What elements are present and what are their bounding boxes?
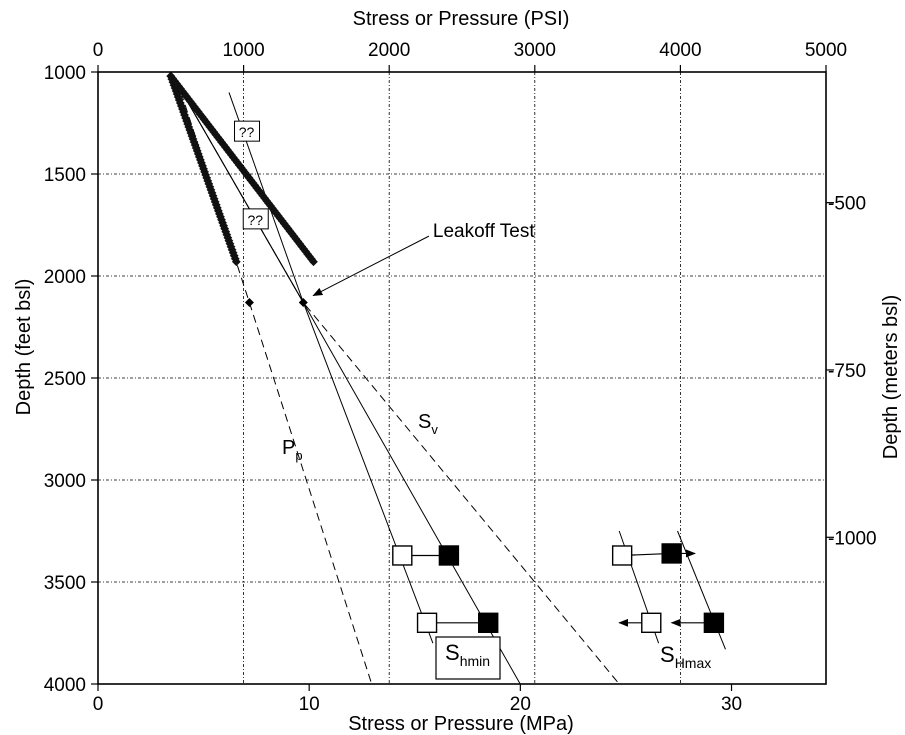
- filled-square-marker: [703, 612, 725, 633]
- trend-point: [207, 125, 217, 134]
- top-tick-label: 1000: [222, 40, 264, 61]
- filled-square-marker: [438, 545, 460, 566]
- bottom-tick-label: 0: [93, 694, 104, 715]
- trend-curve: [166, 71, 241, 267]
- measured-trend-curves: [166, 71, 318, 267]
- trend-point: [309, 257, 318, 267]
- shmax-label: SHmax: [660, 642, 711, 671]
- pore-pressure-point: [244, 298, 254, 308]
- trend-point: [183, 94, 193, 104]
- trend-point: [219, 140, 228, 150]
- trend-point: [228, 153, 238, 162]
- axis-ticks: 0 1000 2000 3000 4000 50001000150020002500300…: [44, 40, 877, 715]
- trend-point: [287, 229, 297, 239]
- right-tick-label: -750: [828, 361, 866, 382]
- trend-point: [201, 117, 211, 127]
- filled-square-marker: [661, 543, 682, 564]
- top-tick-label: 2000: [368, 40, 410, 61]
- trend-point: [185, 97, 195, 106]
- trend-point: [260, 193, 270, 203]
- open-square-marker: [641, 612, 662, 633]
- bottom-tick-label: 10: [299, 694, 320, 715]
- open-square-marker: [416, 612, 438, 633]
- top-axis-title: Stress or Pressure (PSI): [353, 8, 570, 30]
- open-square-marker: [611, 545, 633, 566]
- trend-point: [189, 102, 199, 111]
- top-tick-label: 0: [93, 40, 104, 61]
- trend-point: [281, 221, 291, 231]
- question-mark-box: [242, 208, 269, 230]
- top-tick-label: 3000: [514, 40, 556, 61]
- question-mark-label: ??: [247, 212, 263, 228]
- left-tick-label: 4000: [44, 675, 86, 696]
- trend-point: [191, 104, 201, 114]
- trend-point: [168, 74, 178, 84]
- trend-point: [299, 244, 309, 254]
- leakoff-arrow: [312, 235, 430, 296]
- trend-curve: [166, 71, 318, 267]
- trend-point: [293, 236, 303, 246]
- shmin-label-box: [435, 636, 501, 680]
- leakoff-label: Leakoff Test: [433, 221, 535, 242]
- trend-point: [264, 198, 273, 208]
- trend-point: [223, 145, 232, 155]
- series-line: [174, 79, 521, 685]
- bottom-tick-label: 20: [510, 694, 531, 715]
- question-mark-box: [234, 120, 261, 142]
- left-axis-title: Depth (feet bsl): [13, 279, 35, 416]
- open-square-marker: [392, 545, 413, 566]
- trend-point: [226, 150, 236, 160]
- left-tick-label: 3000: [44, 471, 86, 492]
- left-tick-label: 2000: [44, 267, 86, 288]
- trend-point: [234, 160, 244, 170]
- grid: [98, 72, 826, 684]
- trend-point: [172, 79, 182, 89]
- annotations: ???? Leakoff Test Pp Sv Shmin SHmax: [234, 120, 711, 680]
- trend-point: [266, 201, 275, 211]
- leakoff-point: [298, 298, 308, 308]
- trend-point: [213, 132, 223, 142]
- series-line: [180, 92, 373, 685]
- trend-point: [217, 137, 227, 147]
- left-tick-label: 2500: [44, 369, 86, 390]
- pore-pressure-label: Pp: [282, 437, 303, 463]
- left-tick-label: 3500: [44, 573, 86, 594]
- plot-lines: [174, 79, 726, 685]
- question-mark-label: ??: [239, 124, 255, 140]
- trend-point: [225, 147, 234, 157]
- trend-point: [231, 257, 241, 267]
- trend-point: [305, 252, 314, 262]
- trend-point: [244, 173, 254, 183]
- trend-point: [195, 109, 205, 119]
- data-markers: [392, 543, 725, 633]
- vertical-stress-label: Sv: [418, 411, 438, 437]
- shmin-label: Shmin: [445, 640, 490, 669]
- left-tick-label: 1000: [44, 63, 86, 84]
- trend-point: [221, 142, 230, 152]
- bottom-axis-title: Stress or Pressure (MPa): [348, 713, 574, 735]
- trend-point: [180, 89, 189, 99]
- trend-point: [176, 84, 185, 94]
- bottom-tick-label: 30: [721, 694, 742, 715]
- trend-point: [258, 191, 268, 201]
- right-tick-label: -500: [828, 194, 866, 215]
- trend-point: [178, 86, 187, 96]
- trend-point: [252, 183, 262, 193]
- trend-point: [182, 92, 191, 101]
- top-tick-label: 4000: [659, 40, 701, 61]
- trend-point: [174, 81, 184, 91]
- top-tick-label: 5000: [805, 40, 847, 61]
- right-axis-title: Depth (meters bsl): [880, 295, 902, 460]
- trend-point: [240, 168, 250, 178]
- filled-square-marker: [478, 612, 499, 633]
- left-tick-label: 1500: [44, 165, 86, 186]
- right-tick-label: -1000: [828, 528, 877, 549]
